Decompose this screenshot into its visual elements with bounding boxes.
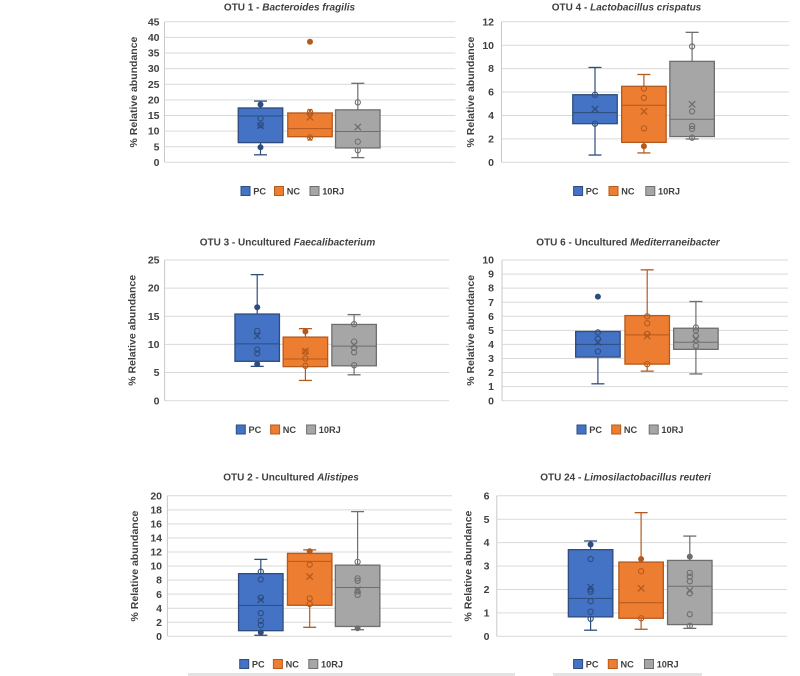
svg-text:4: 4 bbox=[488, 339, 494, 351]
svg-text:15: 15 bbox=[148, 110, 160, 122]
svg-text:5: 5 bbox=[484, 514, 490, 526]
svg-text:10: 10 bbox=[148, 339, 160, 351]
svg-text:5: 5 bbox=[488, 325, 494, 337]
svg-text:4: 4 bbox=[488, 110, 494, 122]
svg-text:0: 0 bbox=[154, 157, 160, 169]
svg-text:NC: NC bbox=[621, 187, 635, 197]
svg-text:35: 35 bbox=[148, 48, 160, 60]
svg-text:18: 18 bbox=[150, 504, 162, 516]
svg-text:14: 14 bbox=[150, 533, 162, 545]
svg-text:2: 2 bbox=[488, 133, 494, 145]
svg-text:2: 2 bbox=[484, 584, 490, 596]
svg-text:0: 0 bbox=[488, 395, 494, 407]
svg-text:6: 6 bbox=[488, 311, 494, 323]
svg-text:NC: NC bbox=[624, 425, 638, 435]
svg-text:PC: PC bbox=[586, 187, 599, 197]
svg-text:PC: PC bbox=[253, 187, 266, 197]
svg-text:3: 3 bbox=[484, 561, 490, 573]
svg-text:1: 1 bbox=[488, 381, 494, 393]
svg-text:10: 10 bbox=[482, 40, 494, 52]
svg-text:7: 7 bbox=[488, 297, 494, 309]
svg-text:0: 0 bbox=[154, 395, 160, 407]
svg-text:4: 4 bbox=[156, 603, 162, 615]
svg-text:PC: PC bbox=[249, 425, 262, 435]
svg-text:2: 2 bbox=[156, 617, 162, 629]
svg-text:20: 20 bbox=[148, 94, 160, 106]
svg-text:% Relative abundance: % Relative abundance bbox=[129, 510, 141, 621]
svg-text:0: 0 bbox=[484, 631, 490, 643]
svg-text:NC: NC bbox=[621, 660, 635, 670]
svg-text:OTU 4 - Lactobacillus crispatu: OTU 4 - Lactobacillus crispatus bbox=[552, 3, 702, 14]
svg-text:25: 25 bbox=[148, 255, 160, 267]
svg-text:4: 4 bbox=[484, 537, 490, 549]
svg-text:% Relative abundance: % Relative abundance bbox=[127, 275, 139, 386]
svg-text:% Relative abundance: % Relative abundance bbox=[463, 510, 475, 621]
svg-text:OTU 1 - Bacteroides fragilis: OTU 1 - Bacteroides fragilis bbox=[224, 3, 356, 14]
svg-text:30: 30 bbox=[148, 63, 160, 75]
svg-text:12: 12 bbox=[482, 16, 494, 28]
svg-text:45: 45 bbox=[148, 16, 160, 28]
svg-text:10RJ: 10RJ bbox=[661, 425, 683, 435]
svg-text:5: 5 bbox=[154, 141, 160, 153]
svg-text:6: 6 bbox=[488, 87, 494, 99]
svg-text:10RJ: 10RJ bbox=[321, 660, 343, 670]
svg-text:20: 20 bbox=[148, 283, 160, 295]
svg-text:6: 6 bbox=[484, 490, 490, 502]
svg-text:OTU 6 - Uncultured Mediterrane: OTU 6 - Uncultured Mediterraneibacter bbox=[536, 238, 720, 249]
svg-text:15: 15 bbox=[148, 311, 160, 323]
svg-text:NC: NC bbox=[283, 425, 297, 435]
svg-text:PC: PC bbox=[252, 660, 265, 670]
svg-text:40: 40 bbox=[148, 32, 160, 44]
svg-text:10: 10 bbox=[148, 126, 160, 138]
svg-text:% Relative abundance: % Relative abundance bbox=[465, 36, 477, 147]
svg-text:12: 12 bbox=[150, 547, 162, 559]
svg-text:25: 25 bbox=[148, 79, 160, 91]
svg-text:6: 6 bbox=[156, 589, 162, 601]
svg-text:OTU 2 - Uncultured Alistipes: OTU 2 - Uncultured Alistipes bbox=[223, 473, 359, 484]
svg-text:1: 1 bbox=[484, 607, 490, 619]
svg-text:PC: PC bbox=[589, 425, 602, 435]
svg-text:9: 9 bbox=[488, 269, 494, 281]
svg-text:0: 0 bbox=[488, 157, 494, 169]
svg-text:OTU 3 - Uncultured Faecalibact: OTU 3 - Uncultured Faecalibacterium bbox=[200, 238, 376, 249]
svg-text:8: 8 bbox=[156, 575, 162, 587]
svg-text:PC: PC bbox=[586, 660, 599, 670]
svg-text:NC: NC bbox=[286, 660, 300, 670]
svg-text:5: 5 bbox=[154, 367, 160, 379]
svg-text:10RJ: 10RJ bbox=[657, 660, 679, 670]
svg-text:8: 8 bbox=[488, 63, 494, 75]
svg-text:20: 20 bbox=[150, 490, 162, 502]
svg-text:2: 2 bbox=[488, 367, 494, 379]
svg-text:10RJ: 10RJ bbox=[322, 187, 344, 197]
svg-text:10: 10 bbox=[482, 255, 494, 267]
svg-text:% Relative abundance: % Relative abundance bbox=[465, 275, 477, 386]
svg-text:3: 3 bbox=[488, 353, 494, 365]
svg-text:OTU 24 - Limosilactobacillus r: OTU 24 - Limosilactobacillus reuteri bbox=[540, 473, 711, 484]
svg-text:16: 16 bbox=[150, 519, 162, 531]
svg-text:10RJ: 10RJ bbox=[658, 187, 680, 197]
svg-text:10: 10 bbox=[150, 561, 162, 573]
svg-text:NC: NC bbox=[287, 187, 301, 197]
svg-text:% Relative abundance: % Relative abundance bbox=[128, 36, 140, 147]
svg-text:0: 0 bbox=[156, 631, 162, 643]
svg-text:10RJ: 10RJ bbox=[319, 425, 341, 435]
svg-text:8: 8 bbox=[488, 283, 494, 295]
